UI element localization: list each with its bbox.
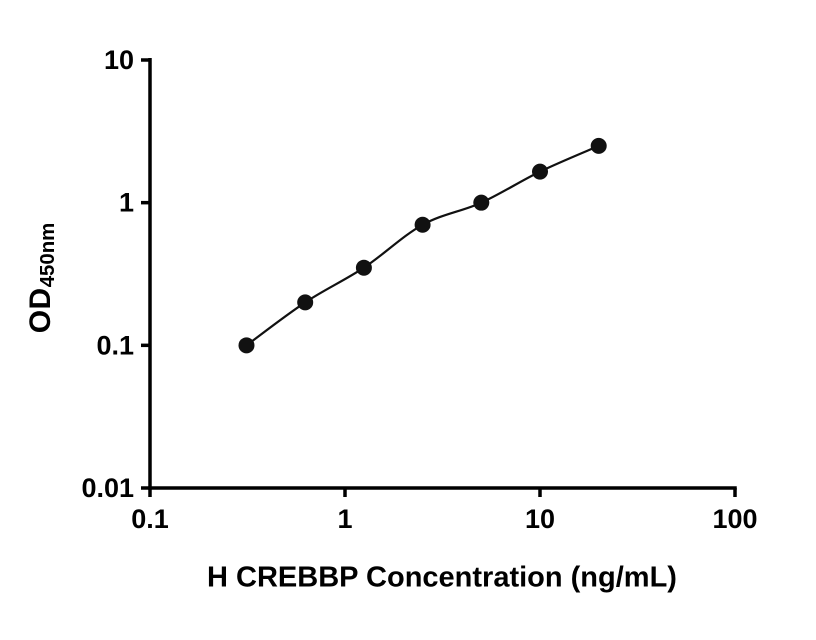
data-point: [473, 194, 490, 211]
data-point: [532, 163, 548, 180]
x-tick-label: 1: [337, 504, 352, 534]
y-axis-title-main: OD: [23, 287, 57, 334]
y-tick-label: 0.1: [96, 330, 134, 360]
y-tick-label: 0.01: [81, 473, 134, 503]
y-tick-label: 1: [119, 188, 134, 218]
y-axis-title: OD450nm: [24, 223, 60, 334]
x-axis-title: H CREBBP Concentration (ng/mL): [207, 561, 677, 594]
y-tick-label: 10: [104, 45, 134, 75]
data-point: [355, 259, 372, 276]
y-axis-title-subscript: 450nm: [37, 222, 60, 288]
data-point: [238, 337, 255, 354]
data-point: [590, 137, 607, 154]
data-point: [297, 294, 314, 311]
x-tick-label: 10: [525, 504, 555, 534]
x-tick-label: 0.1: [131, 504, 169, 534]
x-tick-label: 100: [712, 504, 757, 534]
data-point: [414, 216, 431, 233]
